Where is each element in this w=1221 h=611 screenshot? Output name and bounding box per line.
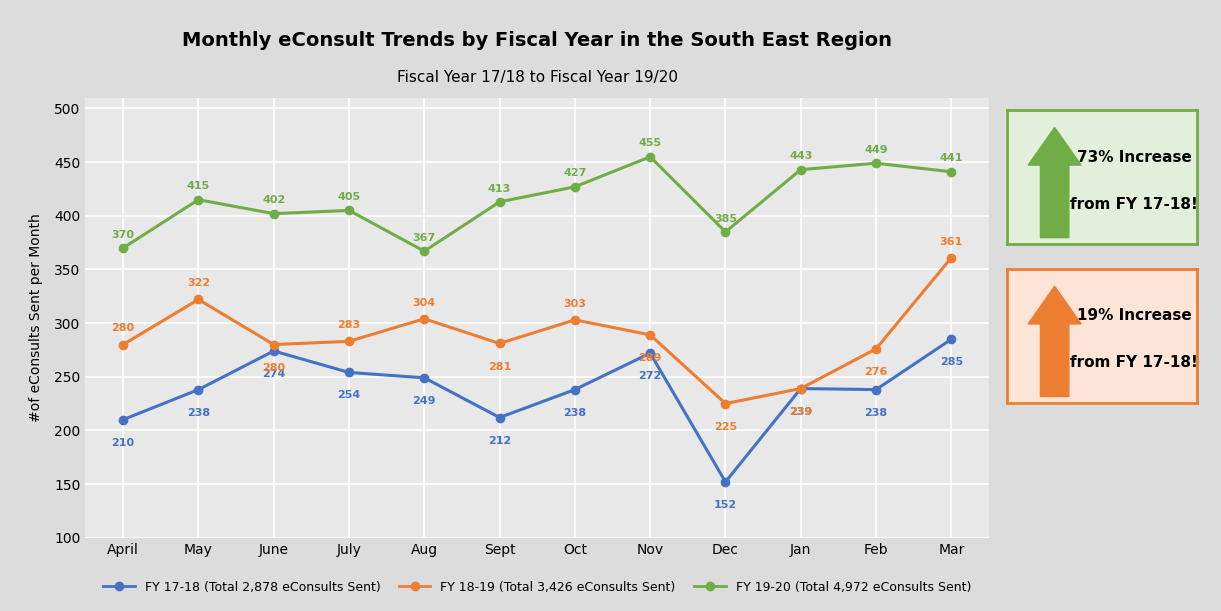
Text: 281: 281: [488, 362, 512, 371]
Text: 304: 304: [413, 298, 436, 308]
Text: 455: 455: [639, 139, 662, 148]
Text: 427: 427: [563, 169, 586, 178]
Text: 280: 280: [111, 323, 134, 334]
Text: 238: 238: [563, 408, 586, 418]
Text: 238: 238: [187, 408, 210, 418]
Text: 239: 239: [789, 406, 812, 417]
Text: 415: 415: [187, 181, 210, 191]
Text: 210: 210: [111, 437, 134, 448]
Text: 19% Increase: 19% Increase: [1077, 309, 1192, 323]
Text: 443: 443: [789, 152, 812, 161]
Text: 405: 405: [337, 192, 360, 202]
Text: 249: 249: [413, 396, 436, 406]
Text: 289: 289: [639, 353, 662, 363]
Text: 361: 361: [940, 236, 963, 246]
Text: 274: 274: [263, 369, 286, 379]
Text: 212: 212: [488, 436, 512, 445]
Text: 283: 283: [337, 320, 360, 330]
Text: from FY 17-18!: from FY 17-18!: [1070, 356, 1198, 370]
Text: 385: 385: [714, 214, 737, 224]
Text: 370: 370: [111, 230, 134, 240]
Text: from FY 17-18!: from FY 17-18!: [1070, 197, 1198, 211]
Text: 449: 449: [864, 145, 888, 155]
Text: 239: 239: [789, 406, 812, 417]
Text: 413: 413: [488, 183, 512, 194]
Text: 303: 303: [563, 299, 586, 309]
Text: 73% Increase: 73% Increase: [1077, 150, 1192, 164]
Text: 367: 367: [413, 233, 436, 243]
Y-axis label: #of eConsults Sent per Month: #of eConsults Sent per Month: [29, 213, 43, 422]
Text: 152: 152: [714, 500, 737, 510]
FancyArrow shape: [1028, 287, 1081, 397]
FancyArrow shape: [1028, 128, 1081, 238]
Text: 402: 402: [263, 196, 286, 205]
Text: 276: 276: [864, 367, 888, 377]
Text: 238: 238: [864, 408, 888, 418]
Text: 254: 254: [337, 390, 360, 400]
Legend: FY 17-18 (Total 2,878 eConsults Sent), FY 18-19 (Total 3,426 eConsults Sent), FY: FY 17-18 (Total 2,878 eConsults Sent), F…: [99, 576, 976, 599]
Text: 280: 280: [263, 362, 286, 373]
Text: 272: 272: [639, 371, 662, 381]
Text: Fiscal Year 17/18 to Fiscal Year 19/20: Fiscal Year 17/18 to Fiscal Year 19/20: [397, 70, 678, 86]
Text: 322: 322: [187, 279, 210, 288]
Text: 225: 225: [714, 422, 737, 431]
Text: Monthly eConsult Trends by Fiscal Year in the South East Region: Monthly eConsult Trends by Fiscal Year i…: [182, 31, 893, 49]
Text: 441: 441: [940, 153, 963, 164]
Text: 285: 285: [940, 357, 963, 367]
